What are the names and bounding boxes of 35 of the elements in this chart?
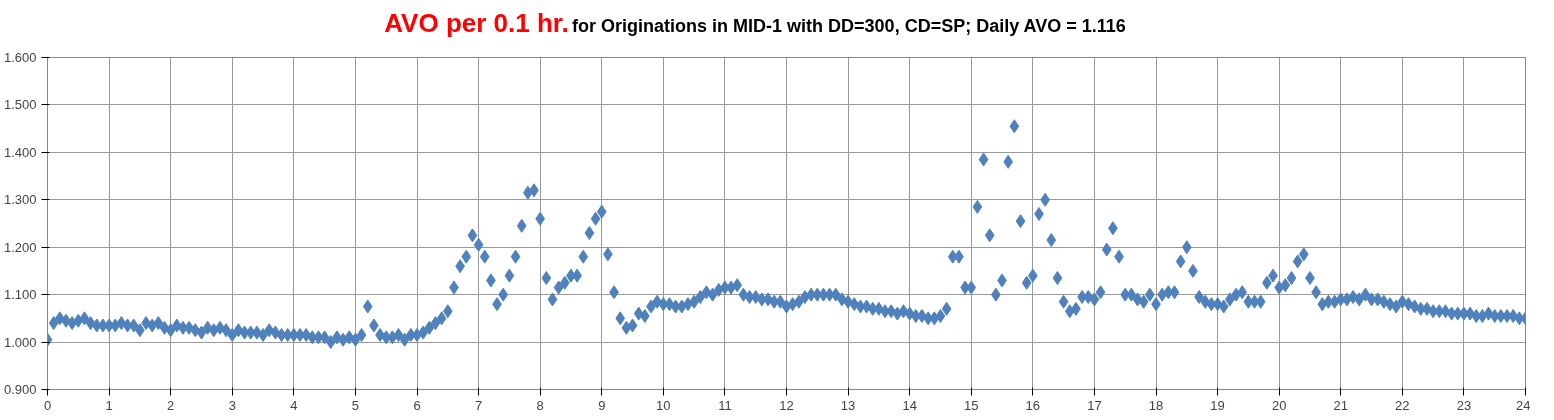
x-tick-label: 20 <box>1271 397 1287 413</box>
x-tick-label: 22 <box>1395 397 1410 413</box>
x-tick-label: 19 <box>1210 397 1225 413</box>
chart-title: AVO per 0.1 hr. <box>384 8 569 38</box>
x-tick-label: 9 <box>598 397 606 413</box>
chart-subtitle: for Originations in MID-1 with DD=300, CD=SP; Daily AVO = 1.116 <box>572 16 1126 36</box>
x-tick-label: 8 <box>536 397 544 413</box>
x-tick-label: 21 <box>1333 397 1348 413</box>
x-tick-label: 1 <box>105 397 113 413</box>
y-tick-label: 1.100 <box>3 287 37 303</box>
y-tick-label: 1.400 <box>3 144 37 160</box>
y-tick-label: 0.900 <box>3 382 37 397</box>
x-tick-label: 6 <box>413 397 421 413</box>
x-tick-label: 18 <box>1148 397 1164 413</box>
x-tick-label: 5 <box>351 397 360 413</box>
x-tick-label: 7 <box>474 397 483 413</box>
x-tick-label: 12 <box>779 397 794 413</box>
x-tick-label: 0 <box>43 397 52 413</box>
y-tick-label: 1.000 <box>3 334 37 350</box>
y-tick-label: 1.500 <box>3 97 37 113</box>
x-tick-label: 23 <box>1456 397 1472 413</box>
x-tick-label: 24 <box>1516 397 1531 413</box>
x-tick-label: 4 <box>290 397 298 413</box>
y-tick-label: 1.300 <box>3 192 37 208</box>
x-tick-label: 13 <box>840 397 856 413</box>
x-tick-label: 11 <box>718 397 732 413</box>
x-tick-label: 16 <box>1025 397 1041 413</box>
x-tick-label: 3 <box>228 397 236 413</box>
x-tick-label: 15 <box>964 397 979 413</box>
y-tick-label: 1.600 <box>3 50 37 65</box>
x-tick-label: 10 <box>656 397 671 413</box>
y-tick-label: 1.200 <box>3 239 37 255</box>
x-tick-label: 14 <box>902 397 917 413</box>
x-tick-label: 17 <box>1087 397 1102 413</box>
x-tick-label: 2 <box>167 397 175 413</box>
